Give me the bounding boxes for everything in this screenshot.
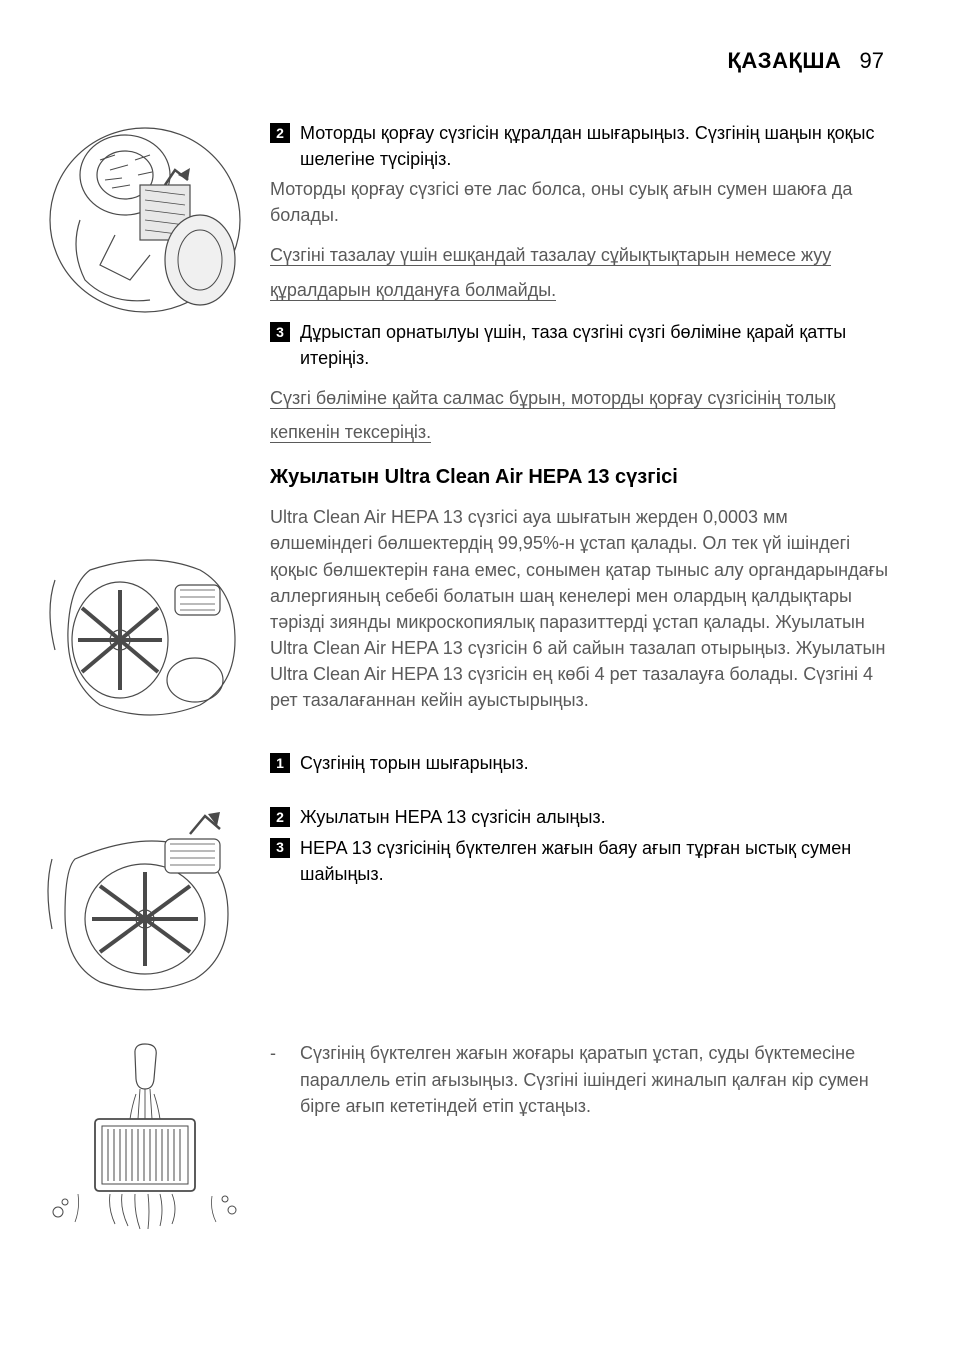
- plain-text-1: Моторды қорғау сүзгісі өте лас болса, он…: [270, 176, 894, 228]
- step-2b: 2 Жуылатын HEPA 13 сүзгісін алыңыз.: [270, 804, 894, 830]
- section-5-text: - Сүзгінің бүктелген жағын жоғары қараты…: [270, 1034, 894, 1234]
- bullet-dash: -: [270, 1040, 300, 1118]
- step-3-text: Дұрыстап орнатылуы үшін, таза сүзгіні сү…: [300, 319, 894, 371]
- section-4-text: 2 Жуылатын HEPA 13 сүзгісін алыңыз. 3 HE…: [270, 804, 894, 994]
- section-1-text: 2 Моторды қорғау сүзгісін құралдан шығар…: [270, 120, 894, 502]
- step-number-badge: 3: [270, 322, 290, 342]
- step-3b: 3 HEPA 13 сүзгісінің бүктелген жағын бая…: [270, 835, 894, 887]
- page-header: ҚАЗАҚША 97: [727, 48, 884, 74]
- step-number-badge: 1: [270, 753, 290, 773]
- underlined-note-1: Сүзгіні тазалау үшін ешқандай тазалау сұ…: [270, 238, 894, 306]
- underlined-text-2: Сүзгі бөліміне қайта салмас бұрын, мотор…: [270, 388, 835, 443]
- bullet-1-text: Сүзгінің бүктелген жағын жоғары қаратып …: [300, 1040, 894, 1118]
- illustration-hepa-filter: [40, 530, 270, 730]
- page-content: 2 Моторды қорғау сүзгісін құралдан шығар…: [40, 120, 894, 1234]
- step-number-badge: 3: [270, 838, 290, 858]
- hepa-description: Ultra Clean Air HEPA 13 сүзгісі ауа шыға…: [270, 504, 894, 713]
- illustration-empty: [40, 750, 270, 780]
- page-number: 97: [860, 48, 884, 73]
- step-3: 3 Дұрыстап орнатылуы үшін, таза сүзгіні …: [270, 319, 894, 371]
- step-2-text: Моторды қорғау сүзгісін құралдан шығарың…: [300, 120, 894, 172]
- step-number-badge: 2: [270, 123, 290, 143]
- rinse-filter-icon: [40, 1034, 250, 1234]
- illustration-motor-filter: [40, 120, 270, 502]
- section-2: Ultra Clean Air HEPA 13 сүзгісі ауа шыға…: [40, 530, 894, 730]
- step-3b-text: HEPA 13 сүзгісінің бүктелген жағын баяу …: [300, 835, 894, 887]
- heading-hepa: Жуылатын Ultra Clean Air HEPA 13 сүзгісі: [270, 463, 894, 492]
- section-3-text: 1 Сүзгінің торын шығарыңыз.: [270, 750, 894, 780]
- language-label: ҚАЗАҚША: [727, 48, 841, 73]
- illustration-remove-hepa: [40, 804, 270, 994]
- step-2: 2 Моторды қорғау сүзгісін құралдан шығар…: [270, 120, 894, 172]
- section-2-text: Ultra Clean Air HEPA 13 сүзгісі ауа шыға…: [270, 530, 894, 730]
- section-5: - Сүзгінің бүктелген жағын жоғары қараты…: [40, 1034, 894, 1234]
- vacuum-filter-icon: [40, 120, 250, 320]
- illustration-rinse-filter: [40, 1034, 270, 1234]
- underlined-text-1: Сүзгіні тазалау үшін ешқандай тазалау сұ…: [270, 245, 831, 300]
- section-1: 2 Моторды қорғау сүзгісін құралдан шығар…: [40, 120, 894, 502]
- bullet-1: - Сүзгінің бүктелген жағын жоғары қараты…: [270, 1040, 894, 1118]
- underlined-note-2: Сүзгі бөліміне қайта салмас бұрын, мотор…: [270, 381, 894, 449]
- step-number-badge: 2: [270, 807, 290, 827]
- step-2b-text: Жуылатын HEPA 13 сүзгісін алыңыз.: [300, 804, 894, 830]
- step-1-text: Сүзгінің торын шығарыңыз.: [300, 750, 894, 776]
- vacuum-side-icon: [40, 530, 250, 730]
- section-3: 1 Сүзгінің торын шығарыңыз.: [40, 750, 894, 780]
- section-4: 2 Жуылатын HEPA 13 сүзгісін алыңыз. 3 HE…: [40, 804, 894, 994]
- remove-filter-icon: [40, 804, 250, 994]
- step-1: 1 Сүзгінің торын шығарыңыз.: [270, 750, 894, 776]
